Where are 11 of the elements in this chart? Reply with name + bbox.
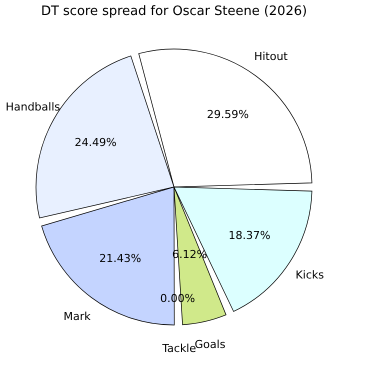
- slice-label: Mark: [64, 310, 92, 323]
- slice-label: Kicks: [296, 268, 324, 282]
- data-label: 18.37%: [228, 229, 270, 242]
- slice-label: Goals: [194, 338, 226, 351]
- slice-label: Handballs: [6, 100, 60, 114]
- data-label: 24.49%: [74, 136, 117, 149]
- slice-label: Hitout: [254, 50, 288, 64]
- data-label: 21.43%: [99, 252, 142, 266]
- chart-title: DT score spread for Oscar Steene (2026): [40, 4, 308, 19]
- category-label: Tackle: [162, 342, 196, 355]
- data-label: 29.59%: [206, 108, 249, 121]
